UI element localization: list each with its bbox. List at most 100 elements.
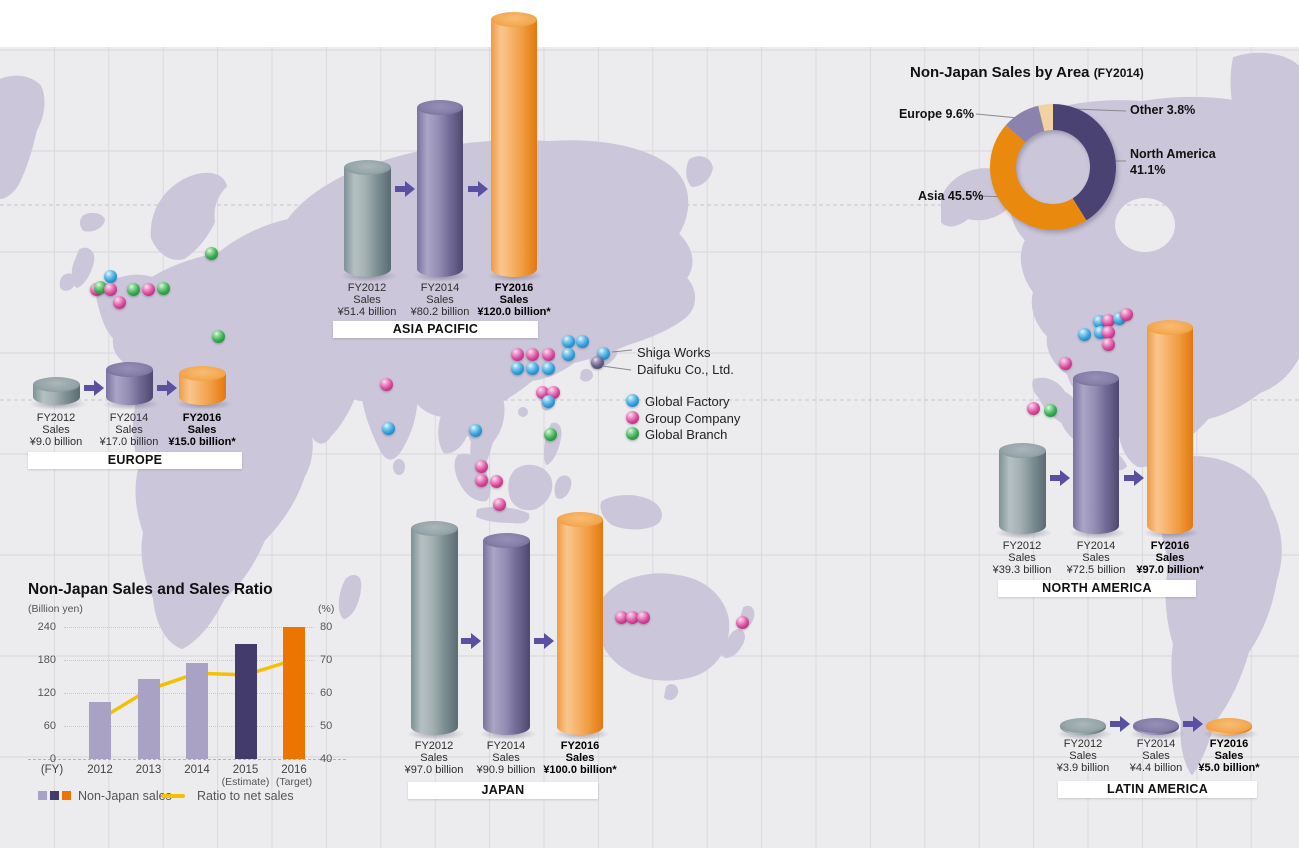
legend-swatch-light-purple bbox=[38, 791, 47, 800]
value-label: FY2012 Sales ¥97.0 billion bbox=[404, 740, 464, 776]
global-branch-legend-icon bbox=[626, 427, 639, 440]
region-label-japan: JAPAN bbox=[408, 782, 598, 799]
x-axis-label: 2013 bbox=[135, 764, 162, 776]
legend-line-swatch bbox=[161, 794, 185, 798]
company-marker-icon bbox=[735, 615, 749, 629]
donut-label-north-america: North America 41.1% bbox=[1130, 147, 1216, 177]
legend-global-branch: Global Branch bbox=[645, 427, 728, 442]
company-marker-icon bbox=[541, 347, 555, 361]
sales-bar-2014 bbox=[186, 663, 208, 759]
cylinder-north-america-fy2014 bbox=[1069, 371, 1126, 539]
company-marker-icon bbox=[103, 282, 117, 296]
value-label-target: FY2016 Sales ¥15.0 billion* bbox=[168, 412, 236, 448]
company-marker-icon bbox=[474, 473, 488, 487]
region-label-asia-pacific: ASIA PACIFIC bbox=[333, 321, 538, 338]
left-axis-tick: 180 bbox=[37, 654, 56, 666]
cylinder-asia-fy2012 bbox=[340, 160, 398, 282]
cylinder-japan-fy2016 bbox=[553, 512, 610, 740]
company-marker-icon bbox=[1101, 325, 1115, 339]
left-axis-unit: (Billion yen) bbox=[28, 603, 83, 615]
value-label: FY2012 Sales ¥39.3 billion bbox=[992, 540, 1052, 576]
cylinder-latin-america-fy2016 bbox=[1202, 718, 1259, 740]
right-axis-unit: (%) bbox=[318, 603, 335, 615]
value-label: FY2014 Sales ¥80.2 billion bbox=[410, 282, 470, 318]
value-label-target: FY2016 Sales ¥120.0 billion* bbox=[477, 282, 551, 318]
company-marker-icon bbox=[112, 295, 126, 309]
cylinder-asia-fy2014 bbox=[413, 100, 470, 282]
legend-non-japan-sales: Non-Japan sales bbox=[78, 789, 172, 803]
arrow-right-icon bbox=[468, 181, 488, 197]
value-label: FY2012 Sales ¥51.4 billion bbox=[337, 282, 397, 318]
company-marker-icon bbox=[1101, 337, 1115, 351]
arrow-right-icon bbox=[84, 380, 104, 396]
x-axis-sublabel: (Estimate) bbox=[221, 776, 270, 788]
value-label: FY2014 Sales ¥4.4 billion bbox=[1129, 738, 1183, 774]
cylinder-europe-fy2014 bbox=[102, 362, 160, 410]
legend-ratio-to-net-sales: Ratio to net sales bbox=[197, 789, 294, 803]
factory-marker-icon bbox=[541, 361, 555, 375]
cylinder-asia-fy2016 bbox=[487, 12, 544, 282]
value-label-target: FY2016 Sales ¥100.0 billion* bbox=[543, 740, 617, 776]
headquarters-marker-icon bbox=[590, 355, 604, 369]
cylinder-north-america-fy2016 bbox=[1143, 320, 1200, 539]
company-marker-icon bbox=[1026, 401, 1040, 415]
factory-marker-icon bbox=[575, 334, 589, 348]
value-label-target: FY2016 Sales ¥97.0 billion* bbox=[1136, 540, 1204, 576]
company-marker-icon bbox=[492, 497, 506, 511]
callout-shiga-works: Shiga Works bbox=[637, 345, 711, 360]
factory-marker-icon bbox=[541, 394, 555, 408]
global-factory-legend-icon bbox=[626, 394, 639, 407]
company-marker-icon bbox=[1119, 307, 1133, 321]
company-marker-icon bbox=[474, 459, 488, 473]
left-axis-tick: 240 bbox=[37, 621, 56, 633]
sales-bar-2015 bbox=[234, 643, 257, 759]
x-axis-label: 2014 bbox=[184, 764, 210, 776]
group-company-legend-icon bbox=[626, 411, 639, 424]
cylinder-north-america-fy2012 bbox=[995, 443, 1053, 539]
sales-bar-2013 bbox=[137, 678, 160, 759]
x-axis-label: 2012 bbox=[87, 764, 113, 776]
branch-marker-icon bbox=[204, 246, 218, 260]
arrow-right-icon bbox=[1183, 716, 1203, 732]
hudson-bay bbox=[1115, 198, 1175, 252]
arrow-right-icon bbox=[1110, 716, 1130, 732]
x-axis-label: 2015 bbox=[232, 764, 259, 776]
fy-axis-label: (FY) bbox=[40, 764, 64, 776]
factory-marker-icon bbox=[1077, 327, 1091, 341]
company-marker-icon bbox=[1058, 356, 1072, 370]
arrow-right-icon bbox=[1124, 470, 1144, 486]
left-axis-tick: 120 bbox=[37, 687, 56, 699]
left-axis-tick: 60 bbox=[43, 720, 56, 732]
legend-group-company: Group Company bbox=[645, 411, 741, 426]
legend-swatch-orange bbox=[62, 791, 71, 800]
x-axis-label: 2016 bbox=[281, 764, 307, 776]
donut-chart-title: Non-Japan Sales by Area (FY2014) bbox=[910, 64, 1144, 81]
company-marker-icon bbox=[525, 347, 539, 361]
company-marker-icon bbox=[1101, 313, 1115, 327]
factory-marker-icon bbox=[561, 334, 575, 348]
right-axis-tick: 70 bbox=[320, 654, 333, 666]
factory-marker-icon bbox=[561, 347, 575, 361]
value-label: FY2014 Sales ¥72.5 billion bbox=[1066, 540, 1126, 576]
donut-label-other: Other 3.8% bbox=[1130, 103, 1196, 117]
right-axis-tick: 40 bbox=[320, 753, 333, 765]
value-label: FY2012 Sales ¥3.9 billion bbox=[1056, 738, 1110, 774]
factory-marker-icon bbox=[381, 421, 395, 435]
company-marker-icon bbox=[510, 347, 524, 361]
branch-marker-icon bbox=[211, 329, 225, 343]
right-axis-tick: 50 bbox=[320, 720, 333, 732]
company-marker-icon bbox=[636, 610, 650, 624]
factory-marker-icon bbox=[468, 423, 482, 437]
arrow-right-icon bbox=[157, 380, 177, 396]
region-label-latin-america: LATIN AMERICA bbox=[1058, 781, 1257, 798]
value-label: FY2014 Sales ¥17.0 billion bbox=[99, 412, 159, 448]
branch-marker-icon bbox=[126, 282, 140, 296]
arrow-right-icon bbox=[461, 633, 481, 649]
region-label-north-america: NORTH AMERICA bbox=[998, 580, 1196, 597]
donut-label-asia: Asia 45.5% bbox=[918, 189, 984, 203]
sales-bar-2016 bbox=[283, 627, 305, 759]
value-label: FY2012 Sales ¥9.0 billion bbox=[29, 412, 83, 448]
sales-bar-2012 bbox=[89, 701, 111, 759]
value-label: FY2014 Sales ¥90.9 billion bbox=[476, 740, 536, 776]
